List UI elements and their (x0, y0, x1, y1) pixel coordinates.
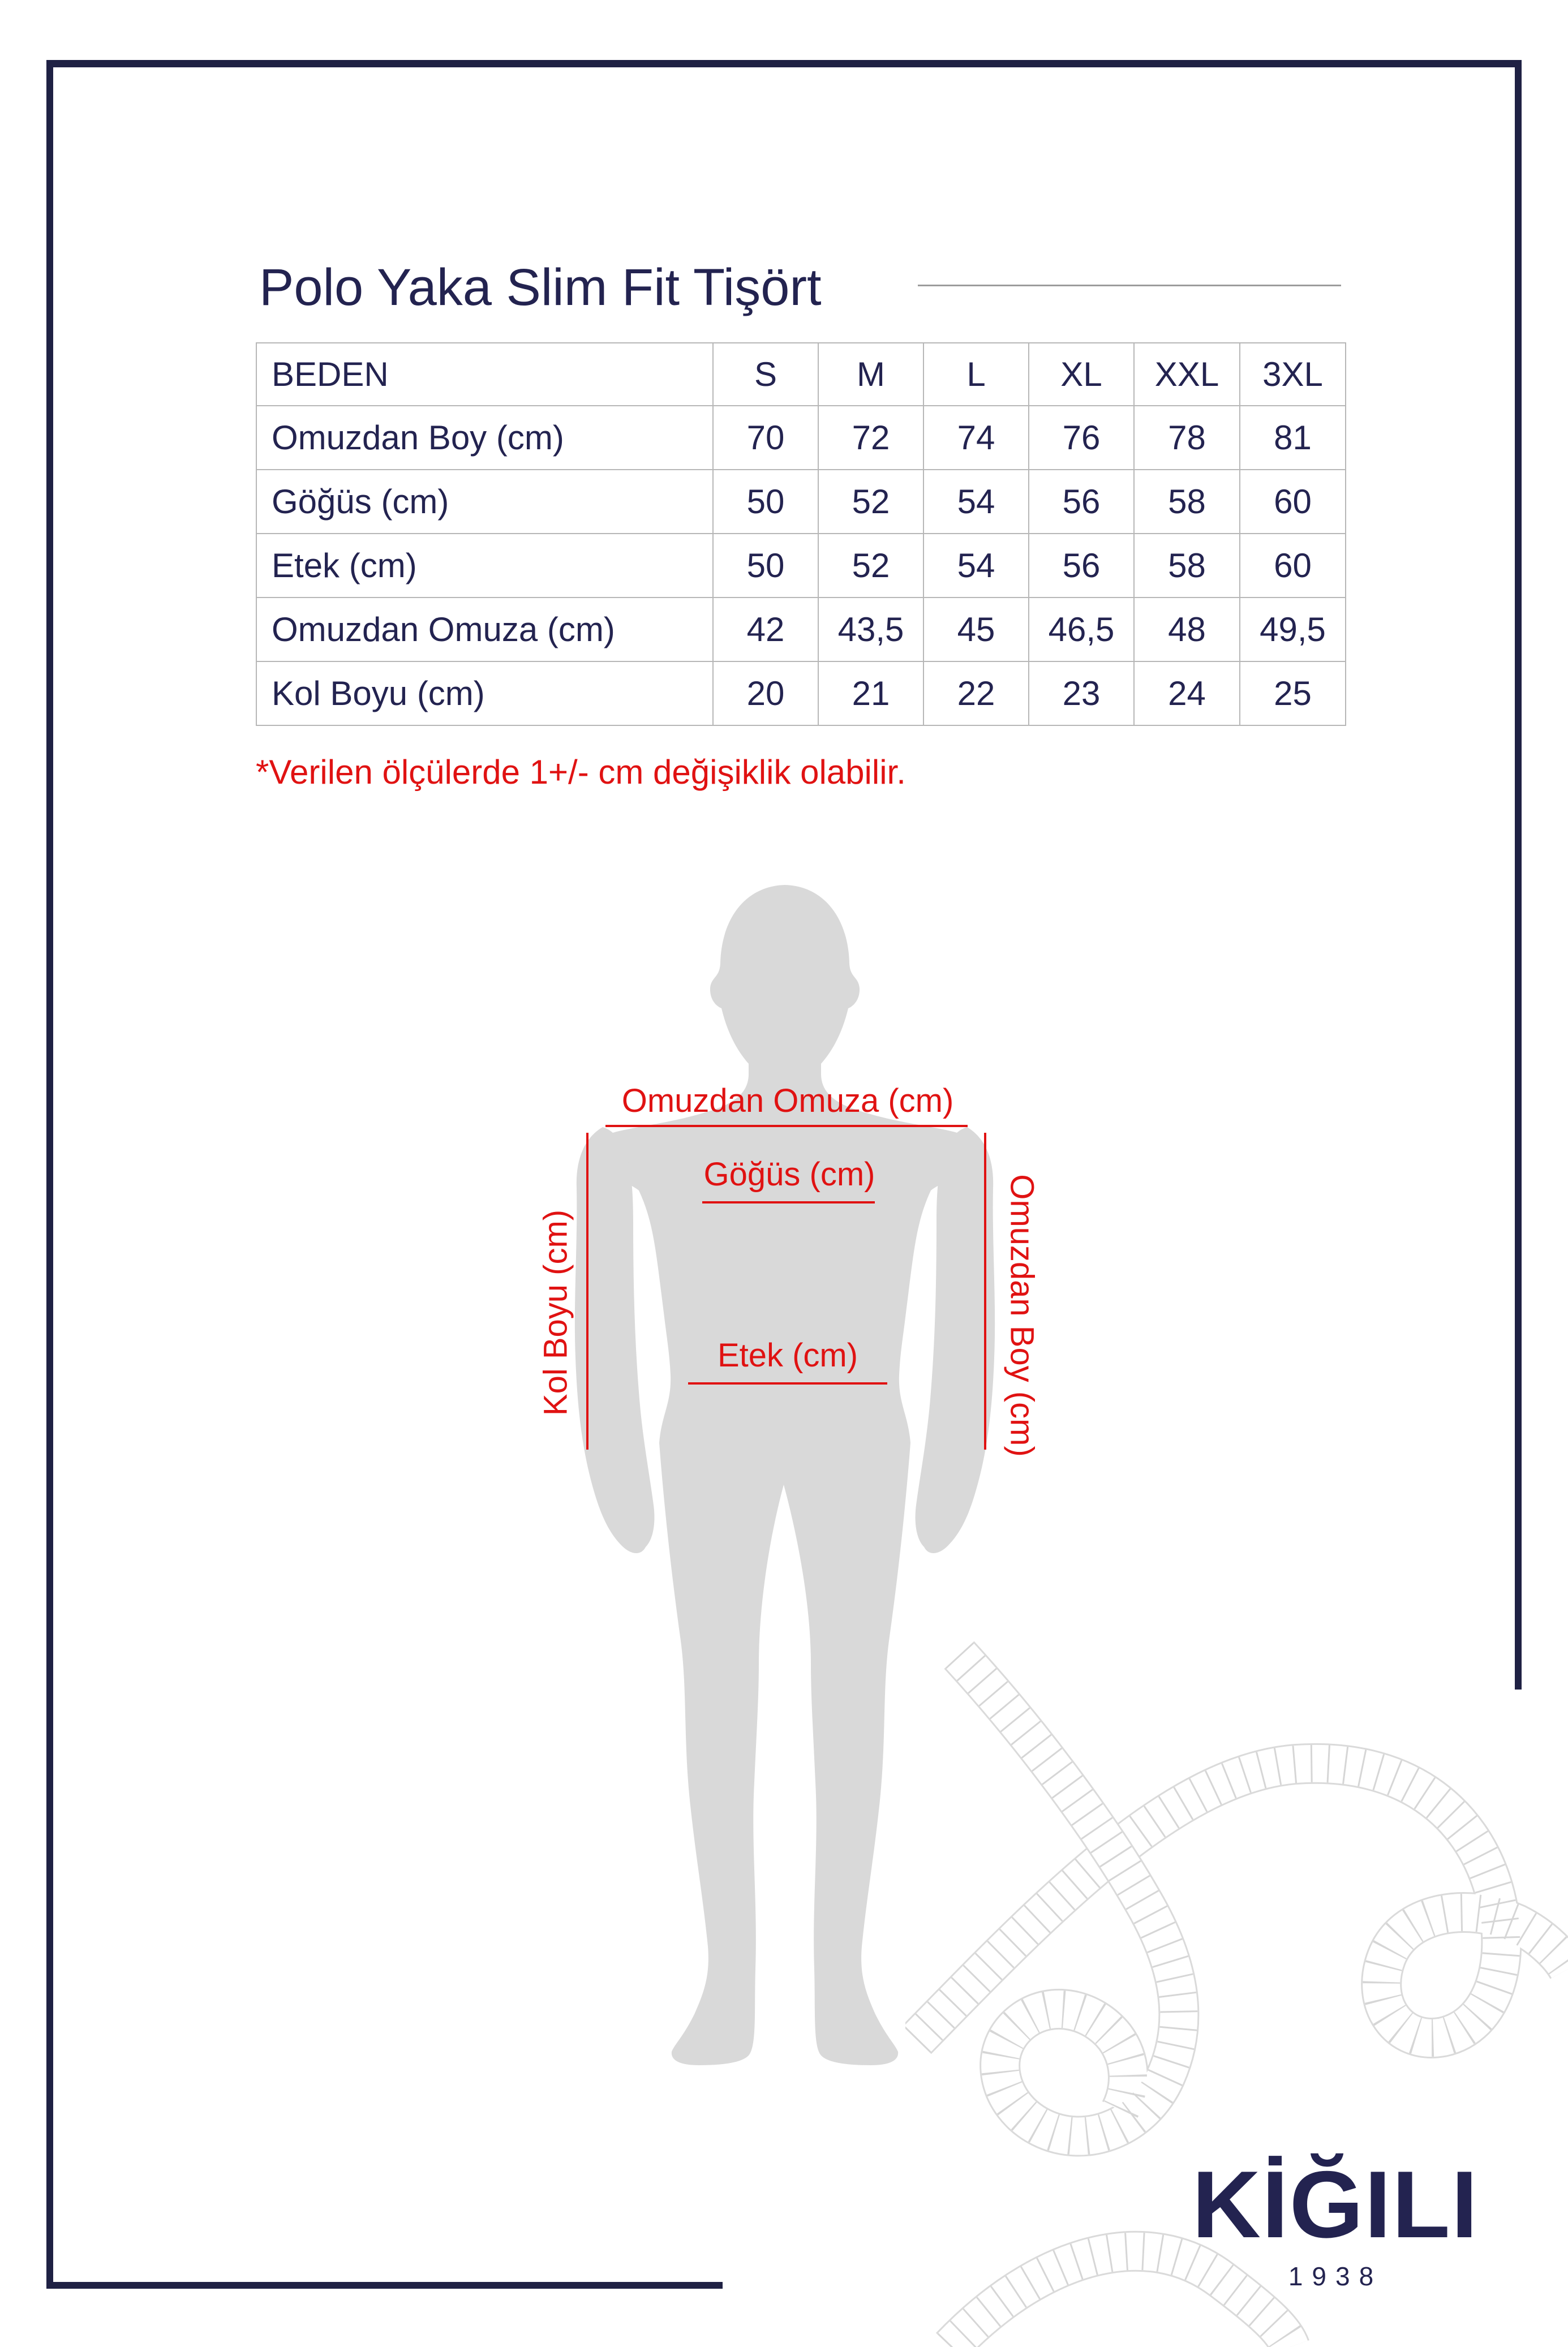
size-value: 54 (923, 469, 1029, 534)
size-value: 56 (1028, 533, 1135, 598)
shoulder-to-shoulder-line (605, 1125, 968, 1127)
table-row: Etek (cm) 50 52 54 56 58 60 (256, 533, 1346, 598)
size-value: 48 (1133, 597, 1240, 662)
size-value: 49,5 (1239, 597, 1346, 662)
row-label: Göğüs (cm) (256, 469, 714, 534)
column-header: XL (1028, 342, 1135, 406)
size-value: 42 (712, 597, 819, 662)
title-divider-line (918, 285, 1341, 286)
table-row: Kol Boyu (cm) 20 21 22 23 24 25 (256, 661, 1346, 726)
size-value: 60 (1239, 469, 1346, 534)
shoulder-length-label: Omuzdan Boy (cm) (1003, 1174, 1041, 1457)
tape-measure-illustration (905, 1641, 1568, 2347)
shoulder-length-line (984, 1133, 986, 1450)
sleeve-length-label: Kol Boyu (cm) (537, 1209, 574, 1416)
measurement-disclaimer: *Verilen ölçülerde 1+/- cm değişiklik ol… (256, 753, 906, 791)
chest-label: Göğüs (cm) (703, 1156, 875, 1193)
size-value: 72 (818, 405, 924, 470)
table-row: Göğüs (cm) 50 52 54 56 58 60 (256, 469, 1346, 534)
size-value: 25 (1239, 661, 1346, 726)
size-value: 74 (923, 405, 1029, 470)
size-value: 60 (1239, 533, 1346, 598)
size-value: 78 (1133, 405, 1240, 470)
frame-bottom-line (46, 2282, 723, 2289)
sleeve-length-line (586, 1133, 588, 1450)
tape-band-bottom (935, 2230, 1309, 2347)
table-header-row: BEDEN S M L XL XXL 3XL (256, 342, 1346, 406)
column-header: S (712, 342, 819, 406)
frame-right-line (1515, 60, 1522, 1690)
column-header: XXL (1133, 342, 1240, 406)
size-value: 76 (1028, 405, 1135, 470)
hem-line (688, 1382, 887, 1385)
size-value: 52 (818, 533, 924, 598)
row-label: Omuzdan Omuza (cm) (256, 597, 714, 662)
column-header: M (818, 342, 924, 406)
size-chart-table: BEDEN S M L XL XXL 3XL Omuzdan Boy (cm) 70 72 74 7… (256, 342, 1346, 726)
tape-band-left (944, 1641, 1200, 2157)
body-silhouette (574, 885, 995, 2065)
size-value: 23 (1028, 661, 1135, 726)
size-value: 24 (1133, 661, 1240, 726)
size-value: 20 (712, 661, 819, 726)
column-header: L (923, 342, 1029, 406)
brand-logo: KİĞILI (1192, 2151, 1479, 2258)
frame-left-line (46, 60, 53, 2289)
size-value: 70 (712, 405, 819, 470)
size-value: 45 (923, 597, 1029, 662)
hem-label: Etek (cm) (717, 1337, 858, 1374)
row-label: Etek (cm) (256, 533, 714, 598)
size-value: 58 (1133, 469, 1240, 534)
size-value: 54 (923, 533, 1029, 598)
shoulder-to-shoulder-label: Omuzdan Omuza (cm) (621, 1082, 954, 1119)
size-value: 46,5 (1028, 597, 1135, 662)
page-title: Polo Yaka Slim Fit Tişört (259, 259, 822, 316)
table-row: Omuzdan Omuza (cm) 42 43,5 45 46,5 48 49,5 (256, 597, 1346, 662)
tape-band-main (905, 1743, 1568, 2058)
row-label: Omuzdan Boy (cm) (256, 405, 714, 470)
frame-top-line (46, 60, 1522, 67)
size-value: 81 (1239, 405, 1346, 470)
brand-year: 1938 (1288, 2262, 1383, 2291)
size-value: 21 (818, 661, 924, 726)
size-value: 56 (1028, 469, 1135, 534)
size-column-title: BEDEN (256, 342, 714, 406)
size-value: 22 (923, 661, 1029, 726)
size-value: 50 (712, 469, 819, 534)
size-value: 50 (712, 533, 819, 598)
size-value: 52 (818, 469, 924, 534)
size-value: 58 (1133, 533, 1240, 598)
table-row: Omuzdan Boy (cm) 70 72 74 76 78 81 (256, 405, 1346, 470)
column-header: 3XL (1239, 342, 1346, 406)
chest-line (702, 1201, 875, 1203)
row-label: Kol Boyu (cm) (256, 661, 714, 726)
size-value: 43,5 (818, 597, 924, 662)
